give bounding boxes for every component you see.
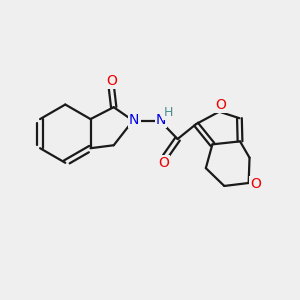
- Text: O: O: [250, 178, 261, 191]
- Text: O: O: [158, 156, 169, 170]
- Text: H: H: [164, 106, 173, 119]
- Text: N: N: [156, 113, 166, 127]
- Text: O: O: [106, 74, 117, 88]
- Text: O: O: [215, 98, 226, 112]
- Text: N: N: [129, 113, 140, 127]
